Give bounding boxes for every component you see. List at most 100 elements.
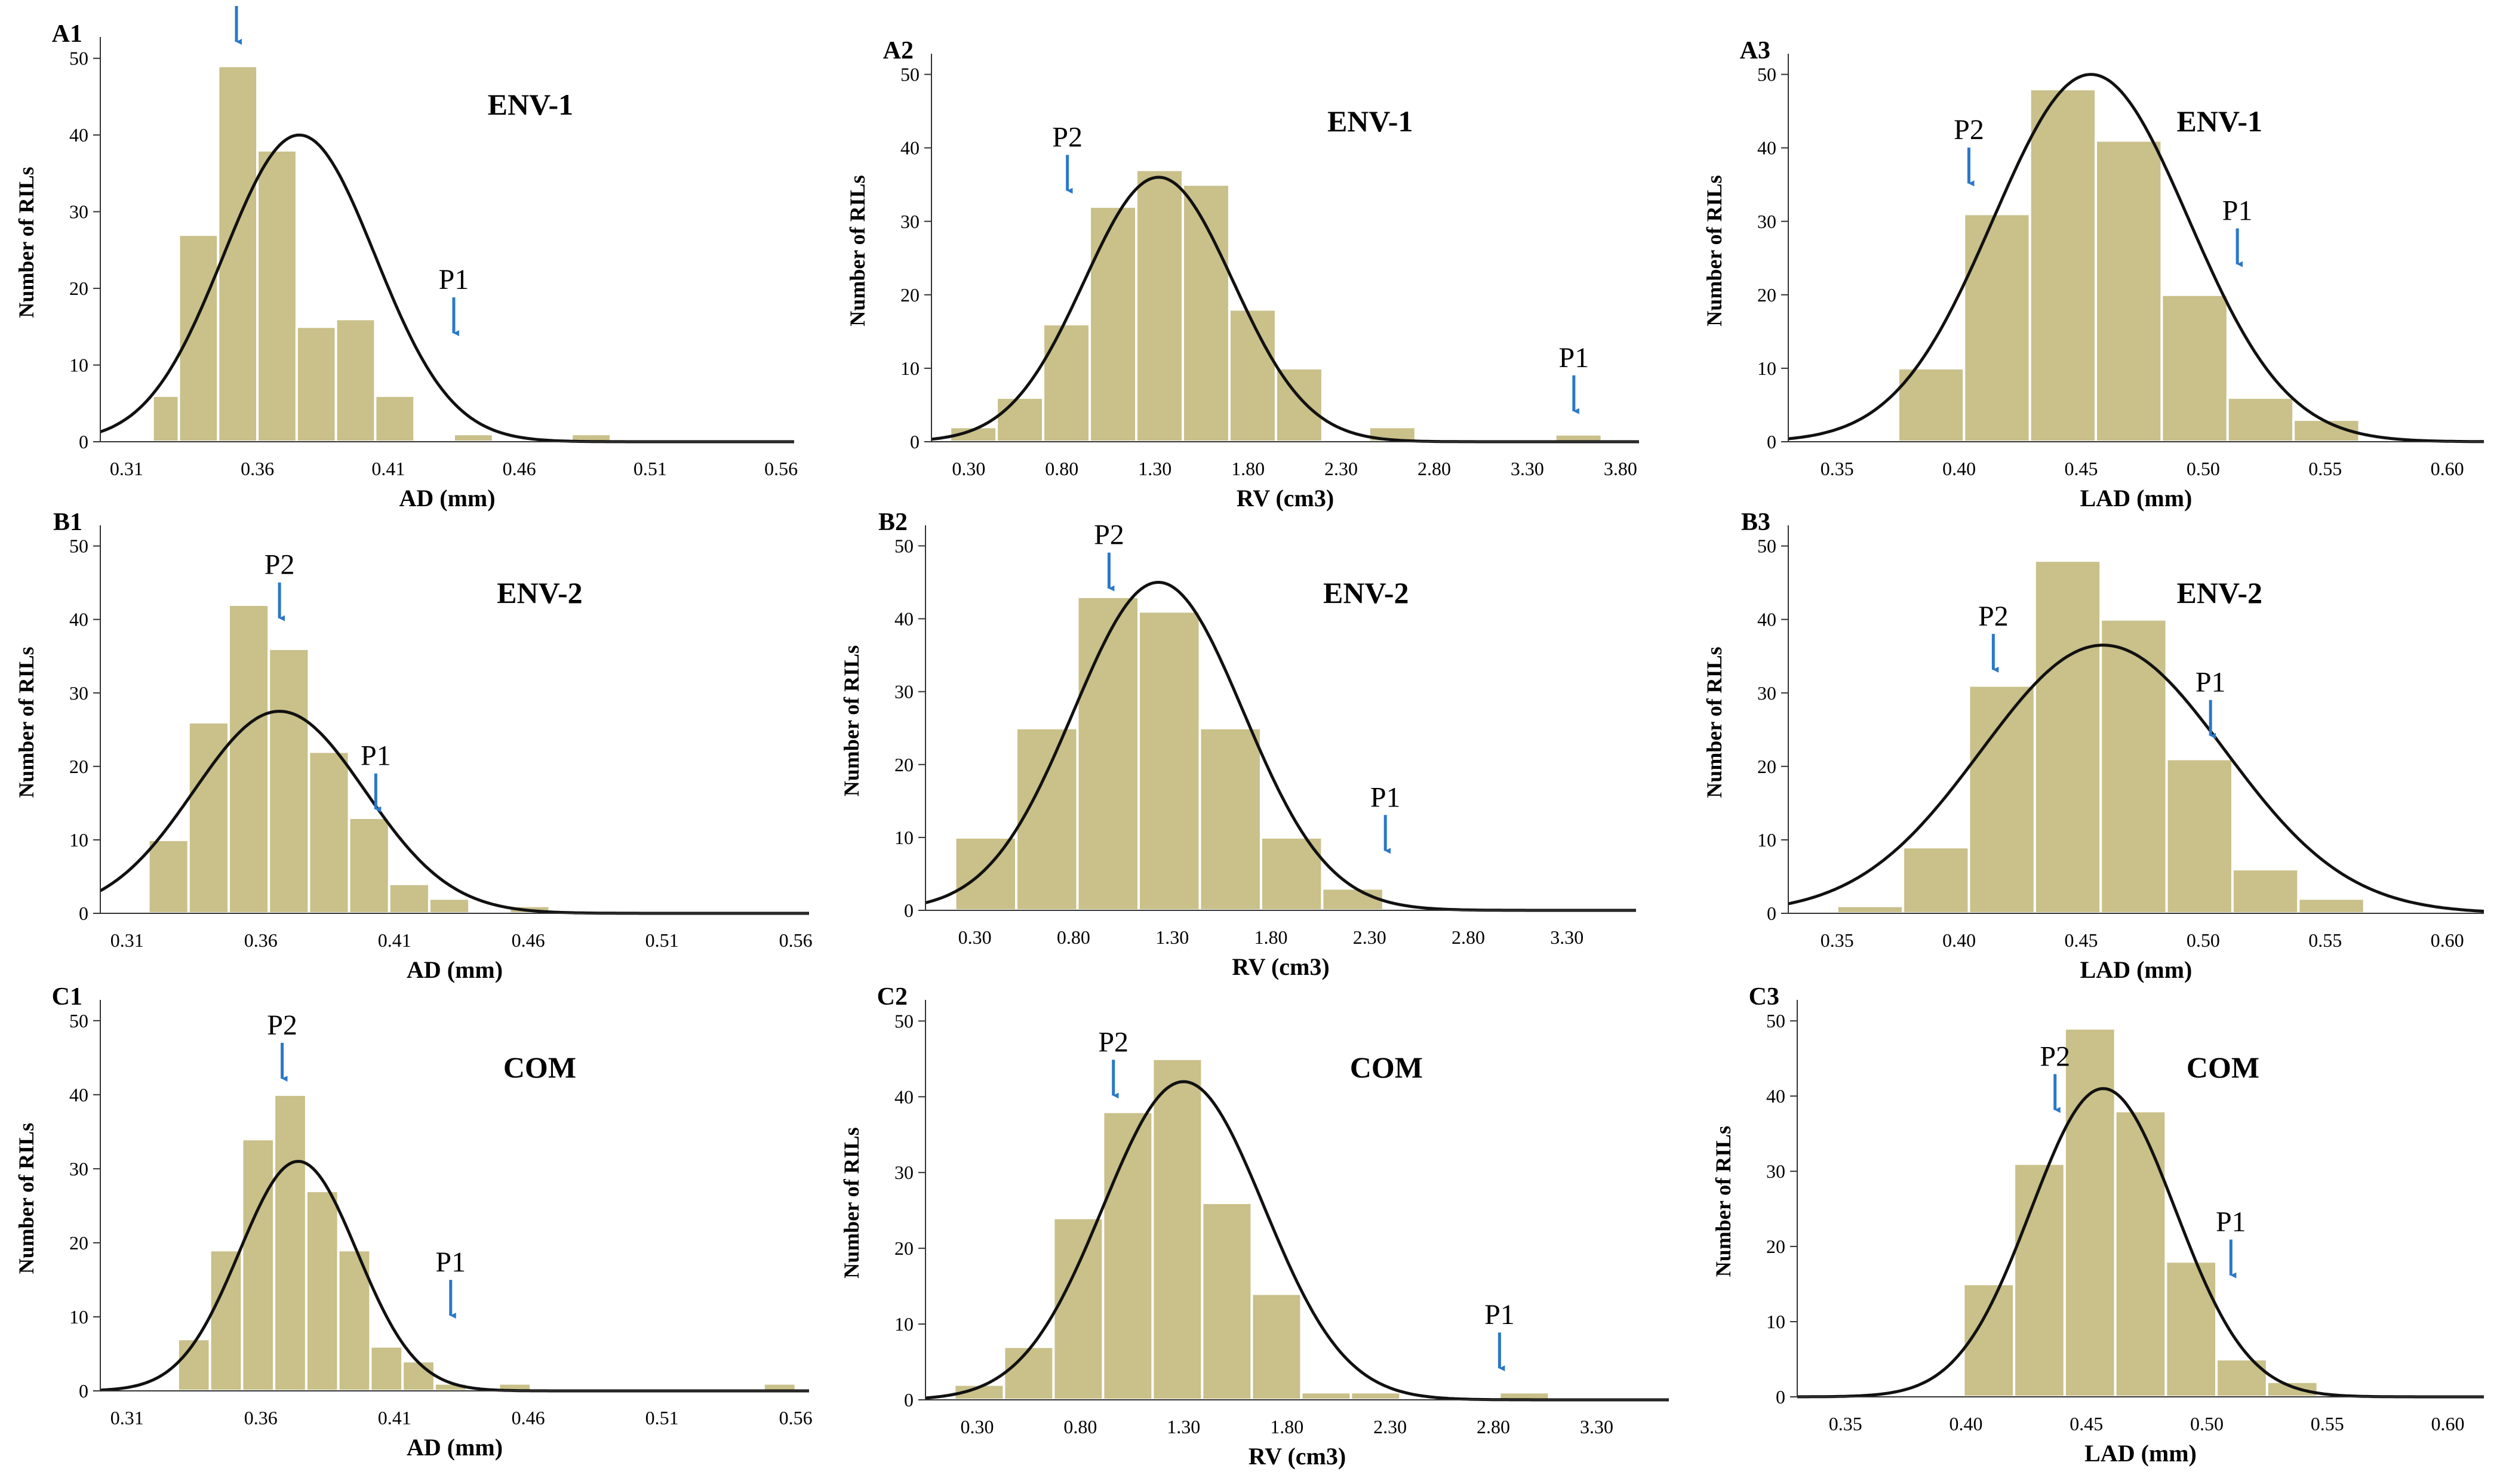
panel-label: A3 [1740,37,1770,64]
x-tick-label: 0.30 [952,458,985,479]
y-axis-label: Number of RILs [1702,646,1726,798]
histogram-bar [208,1249,244,1392]
x-tick-label: 1.80 [1270,1416,1303,1437]
histogram-bar [1201,1202,1253,1401]
histogram-bar [151,394,180,444]
x-tick-label: 0.60 [2431,1413,2464,1434]
histogram-bar [1088,205,1138,443]
y-tick-label: 20 [1757,284,1776,306]
y-tick-label: 50 [69,1010,88,1032]
y-tick-label: 10 [894,827,914,848]
y-tick-label: 40 [894,608,914,630]
histogram-bar [401,1360,436,1392]
histogram-bar [2231,868,2300,915]
p1-marker-label: P1 [2195,667,2226,698]
y-tick-label: 20 [1757,756,1776,777]
x-axis-label: AD (mm) [399,485,495,512]
x-tick-label: 0.45 [2070,1413,2103,1434]
x-tick-label: 0.45 [2065,929,2098,951]
x-tick-label: 0.30 [958,926,992,948]
x-tick-label: 2.80 [1417,458,1451,479]
histogram-bar [267,647,310,915]
y-axis-label: Number of RILs [840,1127,863,1278]
y-tick-label: 20 [69,1232,88,1254]
histogram-bar [1228,308,1277,444]
x-axis-label: RV (cm3) [1232,953,1329,980]
histogram-bar [295,325,337,443]
y-tick-label: 0 [1767,431,1776,452]
x-tick-label: 2.30 [1353,926,1386,948]
y-tick-label: 20 [894,1237,914,1259]
histogram-bar [374,394,416,444]
y-axis-label: Number of RILs [14,646,38,798]
histogram-bar [1198,726,1262,912]
histogram-bar [1300,1391,1352,1401]
x-tick-label: 0.30 [960,1416,994,1437]
y-tick-label: 30 [69,201,88,223]
histogram-bar [334,318,377,444]
p2-marker-label: P2 [1098,1026,1128,1058]
histogram-bar [176,1338,211,1393]
y-tick-label: 30 [894,681,914,703]
histogram-bar [1274,367,1324,444]
y-tick-label: 50 [69,48,88,69]
x-tick-label: 3.30 [1550,926,1583,948]
histogram-bar [954,836,1018,912]
y-tick-label: 0 [1776,1386,1785,1408]
panel-label: B1 [53,509,82,536]
x-tick-label: 2.30 [1373,1416,1407,1437]
y-tick-label: 40 [69,609,88,630]
x-tick-label: 0.56 [779,1407,813,1428]
x-tick-label: 0.56 [779,929,813,951]
x-tick-label: 0.45 [2065,458,2098,479]
x-tick-label: 0.55 [2311,1413,2344,1434]
x-tick-label: 0.35 [1829,1413,1862,1434]
x-tick-label: 1.80 [1254,926,1287,948]
x-tick-label: 0.40 [1949,1413,1982,1434]
panel-c2: 0 10 20 30 40 50 0.30 0.80 1.30 1.80 2.30 2.80 3.30 R… [840,983,1669,1470]
y-tick-label: 10 [1757,358,1776,379]
x-tick-label: 0.40 [1942,458,1976,479]
histogram-bar [1042,323,1091,443]
y-tick-label: 30 [1757,682,1776,704]
y-tick-label: 50 [69,535,88,557]
panel-label: A2 [883,37,914,64]
x-tick-label: 3.80 [1604,458,1637,479]
y-tick-label: 10 [69,1306,88,1328]
y-tick-label: 50 [1757,535,1776,557]
histogram-bar [308,750,350,915]
y-tick-label: 40 [1757,609,1776,630]
x-tick-label: 1.30 [1167,1416,1200,1437]
panel-label: C1 [52,983,82,1011]
x-tick-label: 0.80 [1045,458,1078,479]
y-tick-label: 10 [1757,829,1776,851]
y-tick-label: 30 [900,211,920,232]
y-tick-label: 30 [1757,211,1776,232]
p2-marker-label: P2 [267,1009,297,1041]
y-tick-label: 20 [1766,1236,1785,1257]
chart-title: ENV-2 [2177,576,2263,609]
histogram-bar [1137,610,1201,912]
y-tick-label: 30 [69,1158,88,1180]
y-axis-label: Number of RILs [14,167,38,318]
x-tick-label: 0.35 [1821,929,1854,951]
histogram-bar [388,882,431,915]
panel-c1: 0 10 20 30 40 50 0.31 0.36 0.41 0.46 0.51 0.56 AD (m… [14,983,813,1461]
y-tick-label: 40 [1757,137,1776,159]
x-tick-label: 0.56 [764,458,798,479]
histogram-bar [2297,897,2366,915]
histogram-bar [273,1093,308,1393]
x-tick-label: 3.30 [1511,458,1544,479]
x-tick-label: 0.50 [2187,458,2220,479]
x-axis-label: RV (cm3) [1249,1443,1346,1470]
x-axis-label: LAD (mm) [2080,956,2193,983]
p2-marker-label: P2 [2040,1040,2070,1072]
histogram-bar [2028,88,2098,443]
panel-a3: 0 10 20 30 40 50 0.35 0.40 0.45 0.50 0.55 0.60 LAD (… [1702,37,2484,512]
histogram-bar [452,433,494,444]
histogram-bar [1963,213,2031,443]
panel-label: A1 [52,20,82,48]
y-axis-label: Number of RILs [840,645,863,796]
histogram-bar [2033,559,2102,915]
y-tick-label: 40 [1766,1085,1785,1107]
